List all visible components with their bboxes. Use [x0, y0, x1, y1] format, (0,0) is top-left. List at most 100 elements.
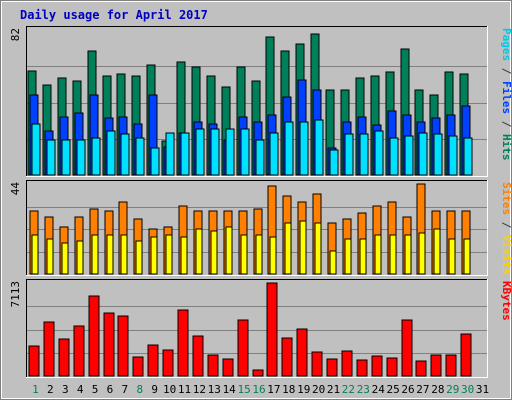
- day-label-21: 21: [327, 383, 340, 396]
- bar-sites-day-9: [150, 236, 158, 275]
- day-label-23: 23: [357, 383, 370, 396]
- bar-pages-day-5: [91, 137, 101, 176]
- bar-pages-day-29: [448, 135, 458, 176]
- bar-kbytes-day-15: [237, 319, 249, 377]
- bar-sites-day-21: [329, 250, 337, 275]
- day-label-26: 26: [401, 383, 414, 396]
- chart-title: Daily usage for April 2017: [20, 8, 208, 22]
- bar-kbytes-day-3: [58, 338, 70, 377]
- bar-kbytes-day-12: [192, 335, 204, 377]
- bar-kbytes-day-8: [132, 356, 144, 377]
- day-label-31: 31: [476, 383, 489, 396]
- bar-kbytes-day-28: [430, 354, 442, 377]
- day-label-20: 20: [312, 383, 325, 396]
- day-label-10: 10: [163, 383, 176, 396]
- legend-part: /: [500, 114, 512, 134]
- bar-sites-day-27: [418, 232, 426, 275]
- bar-kbytes-day-27: [415, 360, 427, 377]
- day-label-8: 8: [136, 383, 143, 396]
- bar-sites-day-16: [255, 234, 263, 275]
- bar-pages-day-6: [106, 130, 116, 176]
- bar-kbytes-day-25: [386, 357, 398, 377]
- bar-sites-day-25: [389, 234, 397, 275]
- bar-kbytes-day-14: [222, 358, 234, 377]
- bar-kbytes-day-10: [162, 349, 174, 377]
- day-label-6: 6: [107, 383, 114, 396]
- legend-part: /: [500, 215, 512, 235]
- day-label-17: 17: [267, 383, 280, 396]
- bar-kbytes-day-13: [207, 354, 219, 377]
- bar-pages-day-15: [240, 128, 250, 176]
- legend-part: Pages: [500, 28, 512, 61]
- bar-sites-day-19: [299, 220, 307, 275]
- day-label-9: 9: [151, 383, 158, 396]
- bar-sites-day-26: [404, 234, 412, 275]
- bar-sites-day-18: [284, 222, 292, 275]
- bar-sites-day-15: [240, 234, 248, 275]
- bar-pages-day-30: [463, 137, 473, 176]
- bar-sites-day-13: [210, 230, 218, 275]
- panel-visits-sites: 44 Sites / Visits: [9, 180, 512, 276]
- bar-kbytes-day-7: [117, 315, 129, 377]
- bar-pages-day-4: [76, 139, 86, 176]
- bar-kbytes-day-2: [43, 321, 55, 377]
- bar-pages-day-19: [299, 121, 309, 176]
- day-label-29: 29: [446, 383, 459, 396]
- x-axis-day-labels: 1 2 3 4 5 6 7 8 9 10 11 12 13 14 15 16 17 18 19 20 21 22 23 24 2…: [32, 383, 489, 396]
- day-label-16: 16: [252, 383, 265, 396]
- bar-pages-day-8: [135, 137, 145, 176]
- bar-pages-day-25: [389, 137, 399, 176]
- day-label-12: 12: [193, 383, 206, 396]
- bar-sites-day-3: [61, 242, 69, 275]
- legend-label: KBytes: [500, 281, 512, 321]
- bar-kbytes-day-6: [103, 312, 115, 377]
- bar-sites-day-5: [91, 234, 99, 275]
- bar-kbytes-day-1: [28, 345, 40, 377]
- bar-pages-day-27: [418, 132, 428, 176]
- bar-sites-day-10: [165, 234, 173, 275]
- bar-sites-day-2: [46, 238, 54, 275]
- bar-pages-day-13: [210, 128, 220, 176]
- bar-pages-day-3: [61, 139, 71, 176]
- legend-part: Hits: [500, 134, 512, 161]
- legend-label: Sites / Visits: [500, 182, 512, 275]
- bar-pages-day-28: [433, 133, 443, 176]
- bar-sites-day-22: [344, 238, 352, 275]
- day-label-18: 18: [282, 383, 295, 396]
- bar-sites-day-23: [359, 238, 367, 275]
- bar-kbytes-day-30: [460, 333, 472, 377]
- day-label-5: 5: [92, 383, 99, 396]
- bar-kbytes-day-20: [311, 351, 323, 377]
- bar-kbytes-day-17: [266, 282, 278, 377]
- bar-kbytes-day-23: [356, 359, 368, 377]
- day-label-4: 4: [77, 383, 84, 396]
- legend-label: Pages / Files / Hits: [500, 28, 512, 161]
- bar-sites-day-4: [76, 240, 84, 275]
- bar-pages-day-21: [329, 149, 339, 176]
- bar-sites-day-28: [433, 228, 441, 275]
- day-label-27: 27: [416, 383, 429, 396]
- bar-sites-day-30: [463, 238, 471, 275]
- legend-part: Files: [500, 81, 512, 114]
- day-label-30: 30: [461, 383, 474, 396]
- day-label-3: 3: [62, 383, 69, 396]
- day-label-15: 15: [237, 383, 250, 396]
- bar-pages-day-16: [255, 139, 265, 176]
- bar-sites-day-17: [269, 236, 277, 275]
- panel-kbytes: 7113 KBytes: [9, 279, 512, 378]
- bar-pages-day-7: [120, 133, 130, 176]
- day-label-25: 25: [387, 383, 400, 396]
- bar-pages-day-9: [150, 147, 160, 176]
- day-label-22: 22: [342, 383, 355, 396]
- legend-part: Sites: [500, 182, 512, 215]
- bar-pages-day-18: [284, 121, 294, 176]
- bar-kbytes-day-5: [88, 295, 100, 377]
- bar-kbytes-day-22: [341, 350, 353, 377]
- bar-pages-day-1: [31, 123, 41, 176]
- bar-kbytes-day-29: [445, 354, 457, 377]
- max-value-label: 7113: [9, 281, 22, 308]
- day-label-28: 28: [431, 383, 444, 396]
- day-label-2: 2: [47, 383, 54, 396]
